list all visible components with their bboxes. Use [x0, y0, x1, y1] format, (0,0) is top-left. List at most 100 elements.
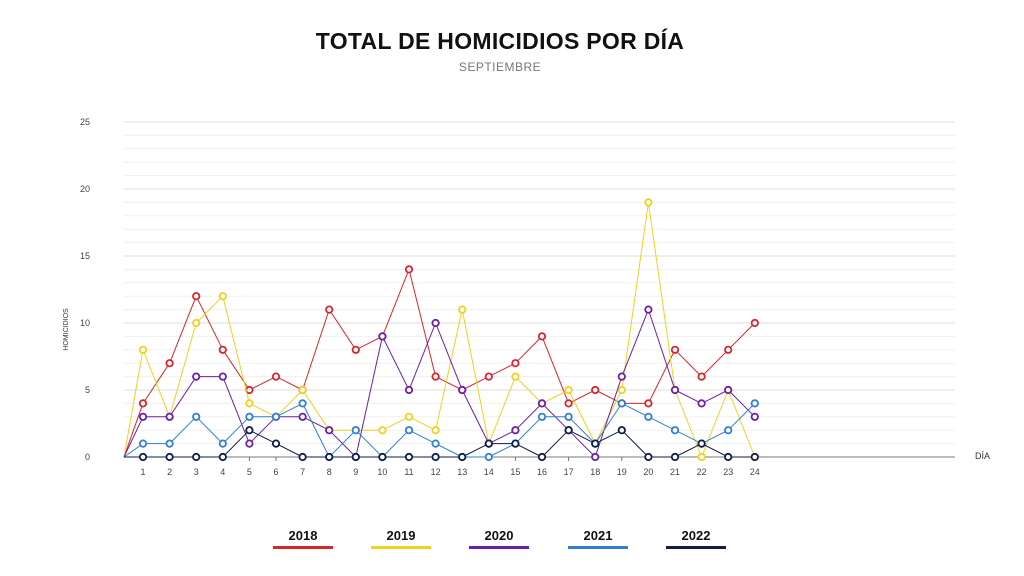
x-tick-label: 3 — [194, 467, 199, 477]
data-point-2018 — [192, 292, 201, 301]
legend-item-2018: 2018 — [273, 528, 333, 549]
data-point-2021 — [138, 439, 148, 448]
x-tick-label: 21 — [670, 467, 680, 477]
data-point-2022 — [724, 452, 733, 462]
data-point-2018 — [218, 345, 227, 354]
series-2019 — [123, 198, 759, 462]
series-2022 — [124, 426, 759, 462]
data-point-2018 — [591, 385, 600, 395]
x-tick-label: 9 — [353, 467, 358, 477]
x-tick-label: 11 — [404, 467, 413, 477]
data-point-2020 — [750, 412, 759, 421]
y-tick-label: 15 — [80, 251, 90, 261]
legend-label-2022: 2022 — [681, 528, 711, 543]
data-point-2019 — [617, 385, 626, 395]
data-point-2022 — [644, 452, 653, 462]
x-tick-label: 23 — [723, 467, 733, 477]
data-point-2019 — [697, 452, 706, 462]
data-point-2021 — [564, 412, 573, 421]
x-tick-label: 20 — [643, 467, 653, 477]
x-axis-title: DÍA — [975, 451, 990, 461]
legend-label-2018: 2018 — [288, 528, 318, 543]
data-point-2020 — [617, 372, 626, 381]
data-point-2020 — [431, 318, 440, 328]
series-2020 — [123, 305, 759, 462]
data-point-2021 — [165, 439, 174, 448]
x-tick-label: 22 — [697, 467, 707, 477]
legend-item-2022: 2022 — [666, 528, 726, 549]
x-tick-label: 7 — [300, 467, 305, 477]
data-point-2022 — [298, 452, 307, 462]
data-point-2020 — [591, 452, 600, 462]
data-point-2020 — [404, 385, 414, 395]
data-point-2020 — [724, 385, 733, 395]
data-point-2021 — [271, 412, 281, 421]
data-point-2022 — [697, 439, 706, 448]
data-point-2021 — [537, 412, 547, 421]
data-point-2019 — [218, 292, 227, 301]
x-tick-label: 1 — [140, 467, 145, 477]
data-point-2018 — [245, 385, 254, 395]
data-point-2022 — [564, 426, 573, 435]
chart-subtitle: SEPTIEMBRE — [458, 60, 542, 74]
legend-item-2020: 2020 — [469, 528, 529, 549]
data-point-2021 — [245, 412, 254, 421]
data-point-2019 — [245, 399, 254, 408]
data-point-2020 — [644, 305, 653, 314]
data-point-2021 — [192, 412, 201, 421]
data-point-2021 — [724, 426, 733, 435]
data-point-2020 — [378, 332, 387, 341]
x-tick-label: 17 — [564, 467, 574, 477]
x-tick-label: 16 — [537, 467, 547, 477]
data-point-2020 — [165, 412, 174, 421]
data-point-2020 — [245, 439, 254, 448]
data-point-2018 — [165, 359, 174, 368]
data-point-2018 — [697, 372, 706, 381]
x-tick-label: 6 — [273, 467, 278, 477]
data-point-2018 — [138, 399, 148, 408]
data-point-2019 — [644, 198, 653, 207]
data-point-2022 — [458, 452, 467, 462]
data-point-2020 — [697, 399, 706, 408]
data-point-2021 — [670, 426, 680, 435]
data-point-2018 — [511, 359, 520, 368]
data-point-2019 — [298, 385, 307, 395]
gridlines — [124, 121, 955, 445]
data-point-2022 — [404, 452, 414, 462]
data-point-2022 — [351, 452, 360, 462]
legend-label-2020: 2020 — [484, 528, 514, 543]
data-point-2020 — [138, 412, 148, 421]
data-point-2021 — [644, 412, 653, 421]
data-point-2018 — [564, 399, 573, 408]
data-point-2020 — [218, 372, 227, 381]
data-point-2019 — [192, 318, 201, 328]
y-tick-label: 20 — [80, 184, 90, 194]
data-point-2022 — [750, 452, 759, 462]
data-point-2018 — [404, 265, 414, 274]
data-point-2018 — [484, 372, 493, 381]
data-point-2021 — [484, 452, 493, 462]
x-tick-label: 8 — [327, 467, 332, 477]
data-point-2018 — [325, 305, 334, 314]
data-point-2021 — [617, 399, 626, 408]
legend-swatch-2020 — [469, 546, 529, 549]
x-tick-label: 10 — [377, 467, 387, 477]
y-tick-label: 10 — [80, 318, 90, 328]
legend-item-2019: 2019 — [371, 528, 431, 549]
data-point-2020 — [192, 372, 201, 381]
data-point-2018 — [351, 345, 360, 354]
legend-swatch-2022 — [666, 546, 726, 549]
data-point-2020 — [670, 385, 680, 395]
data-point-2019 — [138, 345, 148, 354]
chart-title: TOTAL DE HOMICIDIOS POR DÍA — [315, 28, 685, 54]
y-tick-label: 25 — [80, 117, 90, 127]
data-point-2018 — [431, 372, 440, 381]
data-point-2022 — [591, 439, 600, 448]
y-axis-ticks: 0 5 10 15 20 25 — [80, 117, 90, 462]
data-point-2018 — [644, 399, 653, 408]
data-point-2020 — [511, 426, 520, 435]
legend-label-2019: 2019 — [386, 528, 416, 543]
data-point-2019 — [564, 385, 573, 395]
data-point-2019 — [404, 412, 414, 421]
